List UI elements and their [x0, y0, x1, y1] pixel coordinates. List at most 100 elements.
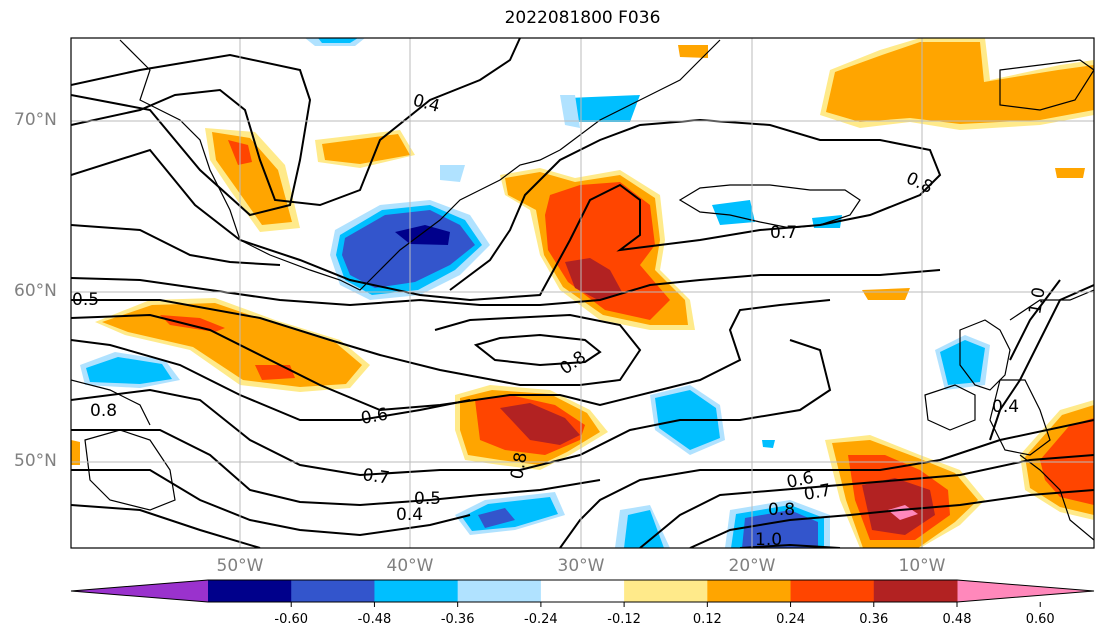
contour-label: 0.8 [90, 401, 117, 421]
anomaly-patch [762, 440, 775, 448]
anomaly-patch [1055, 168, 1085, 178]
contour-line [559, 419, 1094, 548]
colorbar-segment [457, 580, 542, 602]
colorbar-tick-label: -0.24 [524, 612, 558, 627]
coastline-greenland-east [559, 39, 721, 151]
contour-label: 0.7 [802, 481, 832, 505]
anomaly-patch [478, 508, 515, 528]
anomaly-patch [862, 478, 935, 535]
lat-label-60n: 60°N [14, 281, 57, 301]
colorbar-extend-low [71, 580, 208, 602]
anomaly-patch [255, 365, 295, 380]
coastline-scotland [959, 319, 1011, 391]
contour-line [71, 299, 831, 412]
coastline-iceland [678, 184, 861, 229]
colorbar-segment [624, 580, 708, 602]
coastline-svalbard [999, 59, 1094, 111]
coastline-norway [1009, 289, 1094, 321]
colorbar-segment [208, 580, 292, 602]
anomaly-patch [342, 210, 475, 288]
colorbar-segment [707, 580, 792, 602]
anomaly-patch [160, 315, 225, 332]
anomaly-patch [500, 403, 580, 445]
lon-label-40w: 40°W [386, 556, 434, 576]
coastline-france [1019, 454, 1094, 541]
anomaly-patch [560, 95, 580, 128]
colorbar-segment [374, 580, 459, 602]
anomaly-patch [102, 303, 362, 387]
contour-label: 0.5 [72, 290, 99, 310]
contour-label: 0.7 [361, 465, 391, 489]
contour-line [71, 299, 642, 386]
contour-line [1009, 279, 1061, 361]
contour-line [71, 504, 261, 548]
anomaly-patch [565, 258, 622, 300]
contour-label: 0.7 [770, 223, 797, 243]
lon-label-30w: 30°W [557, 556, 605, 576]
contour-line [71, 469, 471, 537]
coastline-england [989, 379, 1051, 456]
anomaly-patch [395, 225, 450, 245]
colorbar-tick-label: 0.48 [942, 612, 972, 627]
colorbar [70, 579, 1095, 607]
contour-line [71, 53, 312, 217]
contour-line [989, 284, 1094, 441]
map-title: 2022081800 F036 [504, 8, 661, 28]
contour-line [71, 224, 281, 266]
contour-line [71, 118, 942, 302]
colorbar-segment [873, 580, 958, 602]
anomaly-patch [862, 288, 910, 300]
colorbar-extend-high [957, 580, 1094, 602]
map-frame [70, 37, 1095, 549]
colorbar-segment [790, 580, 875, 602]
contour-labels: 0.4 0.8 0.7 0.5 0.8 0.8 0.6 0.7 0.5 0.4 … [72, 91, 1050, 550]
lon-label-20w: 20°W [728, 556, 776, 576]
contour-label: 0.6 [359, 405, 389, 429]
contour-label: 0.4 [396, 505, 423, 525]
colorbar-tick-label: -0.60 [274, 612, 309, 627]
map-plot-area: 0.4 0.8 0.7 0.5 0.8 0.8 0.6 0.7 0.5 0.4 … [71, 38, 1094, 550]
coastline-greenland-west [119, 39, 561, 291]
colorbar-tick-label: 0.36 [859, 612, 889, 627]
colorbar-tick-label: 0.12 [692, 612, 722, 627]
contour-label: 1.0 [1025, 286, 1049, 316]
colorbar-tick-label: -0.48 [357, 612, 392, 627]
contour-label: 0.8 [507, 451, 531, 481]
anomaly-patch [678, 45, 708, 58]
anomaly-patch [568, 95, 640, 122]
contour-lines [71, 38, 1094, 548]
anomaly-patch [888, 505, 918, 520]
lon-label-50w: 50°W [216, 556, 264, 576]
contour-line [473, 333, 602, 367]
colorbar-segment [291, 580, 375, 602]
colorbar-segment [540, 580, 625, 602]
lat-label-50n: 50°N [14, 451, 57, 471]
contour-label: 0.8 [556, 347, 590, 379]
coastline-ireland [924, 384, 976, 431]
coastline-labrador [71, 379, 151, 426]
anomaly-patch [624, 510, 664, 548]
colorbar-tick-label: -0.36 [440, 612, 475, 627]
contour-label: 0.8 [768, 500, 795, 520]
anomaly-patch [212, 132, 292, 225]
contour-label: 1.0 [755, 530, 782, 550]
gridlines [71, 38, 1094, 548]
contour-line [71, 38, 521, 207]
anomaly-patch [440, 165, 465, 182]
coastlines [71, 39, 1094, 541]
anomaly-patch [826, 42, 1094, 124]
coastline-newfoundland [84, 429, 176, 511]
contour-line [71, 269, 941, 307]
contour-line [689, 489, 1094, 548]
colorbar-tick-label: 0.60 [1025, 612, 1055, 627]
colorbar-tick-label: -0.12 [607, 612, 641, 627]
anomaly-patch [322, 134, 410, 164]
anomaly-patch [318, 38, 358, 43]
anomaly-patch [712, 200, 755, 225]
contour-line [639, 454, 1094, 548]
lat-label-70n: 70°N [14, 110, 57, 130]
contour-line [739, 543, 841, 548]
contour-label: 0.5 [414, 489, 441, 509]
anomaly-patch [71, 440, 80, 465]
